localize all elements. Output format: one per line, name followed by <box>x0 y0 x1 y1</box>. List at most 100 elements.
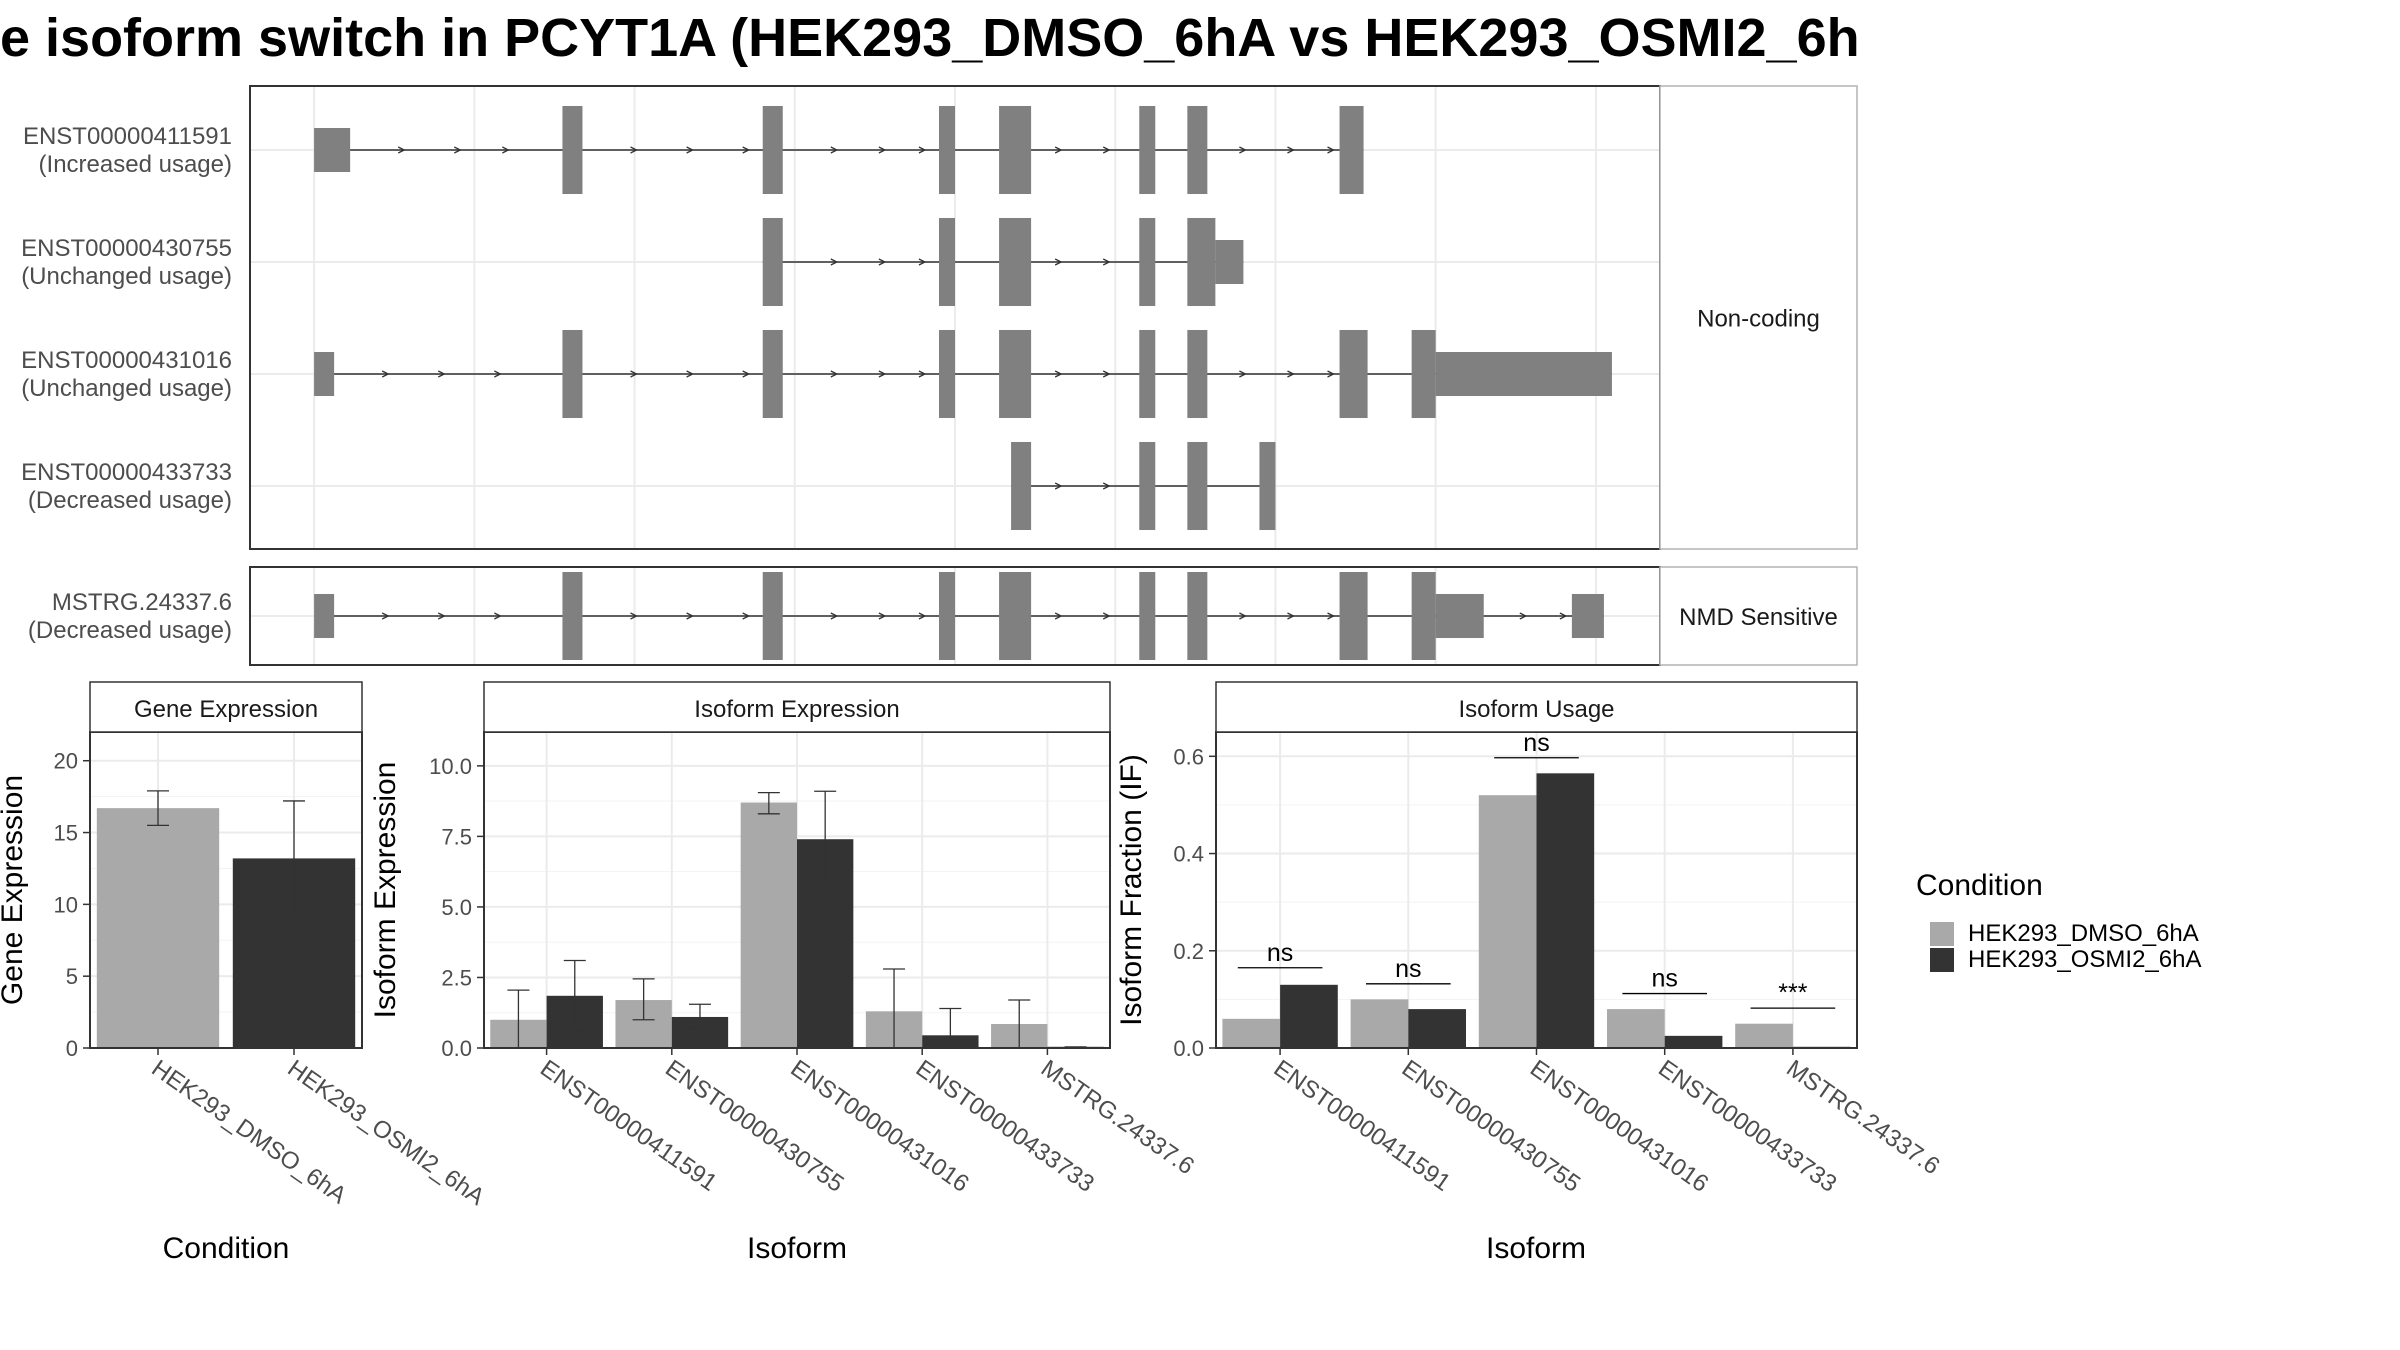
y-tick-label: 0.0 <box>1173 1036 1204 1061</box>
exon-block <box>1187 218 1216 306</box>
strand-arrow <box>1102 146 1111 154</box>
strand-arrow <box>630 612 638 620</box>
exon-block <box>938 106 955 194</box>
error-bar <box>632 978 655 1021</box>
strand-arrow <box>830 146 839 154</box>
exon-block <box>1339 572 1368 660</box>
exon-block <box>1187 572 1208 660</box>
strand-arrow <box>742 146 751 154</box>
exon-block <box>762 572 783 660</box>
y-axis-title: Isoform Fraction (IF) <box>1115 754 1148 1026</box>
strand-arrow <box>1239 146 1247 154</box>
facet-strip <box>1659 566 1858 666</box>
transcript-id-label: MSTRG.24337.6 <box>52 589 232 616</box>
strand-arrow <box>1054 612 1063 620</box>
facet-label: NMD Sensitive <box>1679 604 1838 631</box>
y-tick-label: 2.5 <box>441 965 472 990</box>
utr-block <box>1215 240 1244 284</box>
strand-arrow <box>630 146 638 154</box>
bar <box>96 808 220 1048</box>
transcript-id-label: ENST00000430755 <box>21 235 232 262</box>
strand-arrow <box>1327 146 1335 154</box>
strand-arrow <box>437 612 446 620</box>
strand-arrow <box>494 370 502 378</box>
y-tick-label: 15 <box>54 821 78 846</box>
transcript-row: ENST00000433733(Decreased usage) <box>21 442 1276 530</box>
legend-item: HEK293_DMSO_6hA <box>1930 920 2199 947</box>
strand-arrow <box>494 612 502 620</box>
y-tick-label: 20 <box>54 749 78 774</box>
strand-arrow <box>830 370 839 378</box>
y-tick-label: 0.2 <box>1173 939 1204 964</box>
y-tick-label: 5 <box>66 964 78 989</box>
strand-arrow <box>1102 612 1111 620</box>
exon-block <box>562 572 583 660</box>
transcript-usage-label: (Unchanged usage) <box>21 263 232 290</box>
exon-block <box>762 330 783 418</box>
bar <box>1478 795 1537 1048</box>
error-bar <box>688 1003 711 1029</box>
bar <box>1280 984 1338 1048</box>
x-axis-title: Condition <box>163 1232 290 1265</box>
strand-arrow <box>1102 370 1111 378</box>
significance-marker: ns <box>1494 729 1579 759</box>
structure-facet: ENST00000411591(Increased usage) ENST0000… <box>21 85 1858 550</box>
bar <box>1222 1018 1281 1048</box>
exon-block <box>1259 442 1276 530</box>
transcript-usage-label: (Unchanged usage) <box>21 375 232 402</box>
legend-swatch <box>1930 922 1954 946</box>
strand-arrow <box>1054 482 1063 490</box>
transcript-row: ENST00000411591(Increased usage) <box>23 106 1364 194</box>
strand-arrow <box>397 146 406 154</box>
exon-block <box>999 330 1032 418</box>
strand-arrow <box>1327 370 1335 378</box>
exon-block <box>1139 572 1156 660</box>
bar-chart-panel: 05101520HEK293_DMSO_6hAHEK293_OSMI2_6hAG… <box>0 681 489 1265</box>
utr-block <box>1435 352 1612 396</box>
utr-block <box>1435 594 1484 638</box>
strand-arrow <box>381 612 390 620</box>
exon-block <box>999 106 1032 194</box>
y-tick-label: 0 <box>66 1036 78 1061</box>
exon-block <box>1011 442 1032 530</box>
svg-text:ns: ns <box>1395 955 1421 983</box>
figure-title: e isoform switch in PCYT1A (HEK293_DMSO_… <box>0 8 1860 68</box>
strand-arrow <box>1239 370 1247 378</box>
exon-block <box>1339 330 1368 418</box>
transcript-usage-label: (Decreased usage) <box>28 617 232 644</box>
significance-marker: ns <box>1622 965 1708 995</box>
exon-block <box>1139 442 1156 530</box>
error-bar <box>147 790 169 827</box>
strand-arrow <box>830 258 839 266</box>
y-tick-label: 0.6 <box>1173 744 1204 769</box>
legend-item: HEK293_OSMI2_6hA <box>1930 946 2201 973</box>
panel-strip <box>89 681 363 733</box>
facet-label: Non-coding <box>1697 306 1820 333</box>
bar <box>1536 773 1595 1048</box>
bar-chart-panel: 0.02.55.07.510.0ENST00000411591ENST00000… <box>369 681 1199 1265</box>
bar <box>1350 999 1409 1048</box>
strand-arrow <box>918 612 927 620</box>
exon-block <box>762 218 783 306</box>
exon-block <box>999 572 1032 660</box>
bar <box>1735 1023 1793 1048</box>
strand-arrow <box>437 370 446 378</box>
svg-text:***: *** <box>1778 979 1807 1007</box>
strand-arrow <box>918 370 927 378</box>
exon-block <box>1139 106 1156 194</box>
exon-block <box>1187 442 1208 530</box>
exon-block <box>1339 106 1364 194</box>
strand-arrow <box>742 612 751 620</box>
strand-arrow <box>686 612 695 620</box>
significance-marker: *** <box>1750 979 1836 1009</box>
x-axis-title: Isoform <box>747 1232 847 1265</box>
legend-label: HEK293_DMSO_6hA <box>1968 920 2199 947</box>
exon-block <box>938 330 955 418</box>
transcript-usage-label: (Decreased usage) <box>28 487 232 514</box>
exon-block <box>1139 218 1156 306</box>
strand-arrow <box>630 370 638 378</box>
exon-block <box>562 106 583 194</box>
panel-title: Isoform Expression <box>694 696 899 723</box>
exon-block <box>999 218 1032 306</box>
strand-arrow <box>1239 612 1247 620</box>
